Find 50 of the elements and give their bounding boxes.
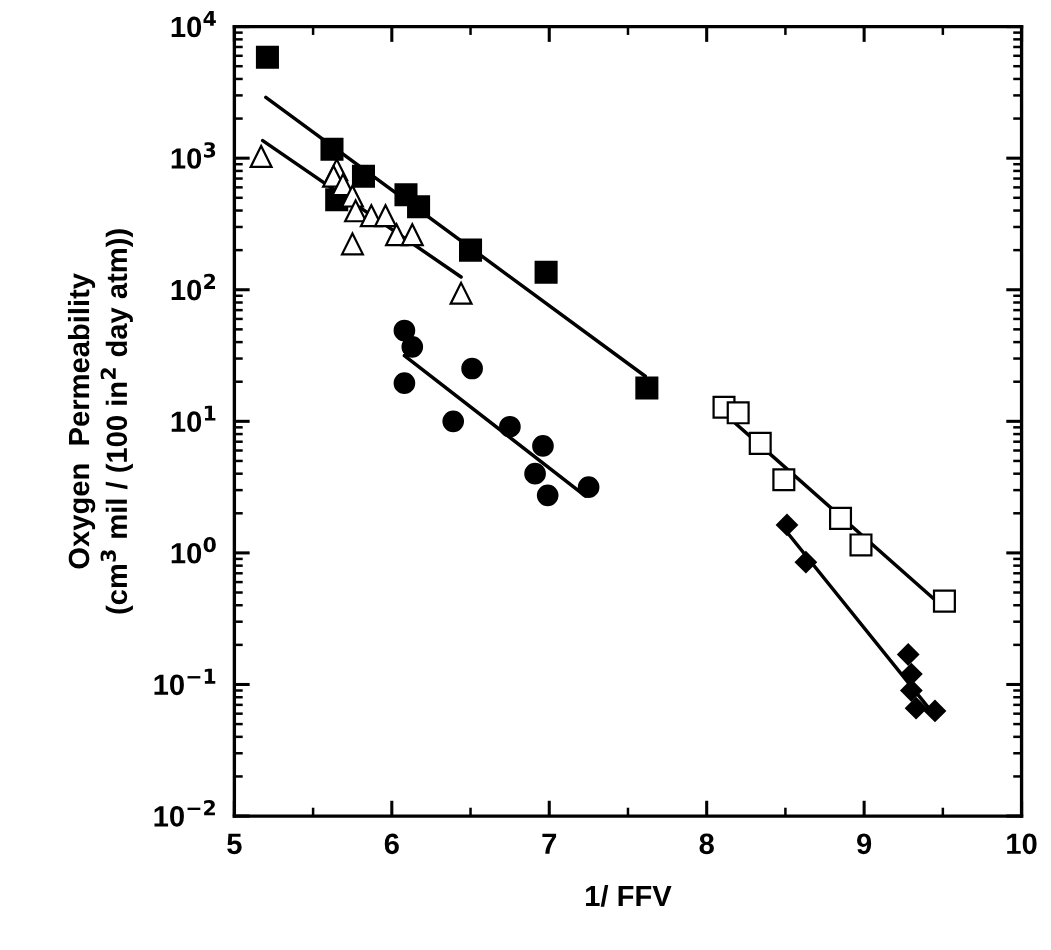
y-tick-label: 10$^{4}$ (171, 10, 216, 38)
point (900, 679, 923, 702)
point (900, 663, 923, 685)
y-tick-label: 10$^{−1}$ (154, 668, 216, 696)
point (351, 164, 375, 188)
point (635, 376, 659, 400)
point (748, 431, 772, 455)
x-tick-label: 5 (227, 833, 242, 855)
point (449, 281, 473, 305)
point (459, 238, 483, 262)
y-tick-label: 10$^{0}$ (171, 536, 216, 564)
point (772, 468, 796, 492)
point (534, 260, 558, 284)
point (924, 699, 946, 722)
x-tick-label: 10 (1007, 833, 1037, 855)
x-axis-title: 1/ FFV (586, 884, 672, 907)
x-tick-label: 7 (542, 833, 557, 854)
x-tick-label: 6 (384, 833, 399, 855)
point (932, 589, 956, 613)
point (532, 435, 554, 457)
point (373, 204, 398, 228)
y-tick-label: 10$^{3}$ (171, 142, 216, 169)
point (401, 336, 424, 358)
point (393, 372, 416, 394)
point (393, 319, 416, 342)
x-tick-label: 9 (857, 833, 872, 855)
point (849, 533, 873, 557)
point (905, 697, 928, 720)
point (828, 506, 853, 530)
point (249, 144, 273, 169)
x-tick-label: 8 (699, 833, 714, 855)
point (499, 415, 521, 438)
point (407, 195, 431, 219)
point (726, 401, 750, 425)
point (794, 551, 817, 574)
point (524, 462, 546, 485)
point (897, 643, 920, 666)
y-tick-label: 10$^{1}$ (171, 405, 216, 432)
y-axis-title: Oxygen Permeability (cm$^{3}$ mil / (100 in$^{2}$ day atm)) (67, 229, 133, 614)
point (340, 232, 364, 256)
y-tick-label: 10$^{−2}$ (154, 800, 215, 827)
y-tick-label: 10$^{2}$ (171, 273, 216, 301)
point (320, 137, 344, 161)
point (461, 357, 483, 380)
point (536, 484, 559, 507)
point (255, 45, 279, 69)
point (442, 410, 465, 433)
point (776, 514, 798, 536)
point (577, 476, 600, 498)
point (400, 223, 424, 247)
